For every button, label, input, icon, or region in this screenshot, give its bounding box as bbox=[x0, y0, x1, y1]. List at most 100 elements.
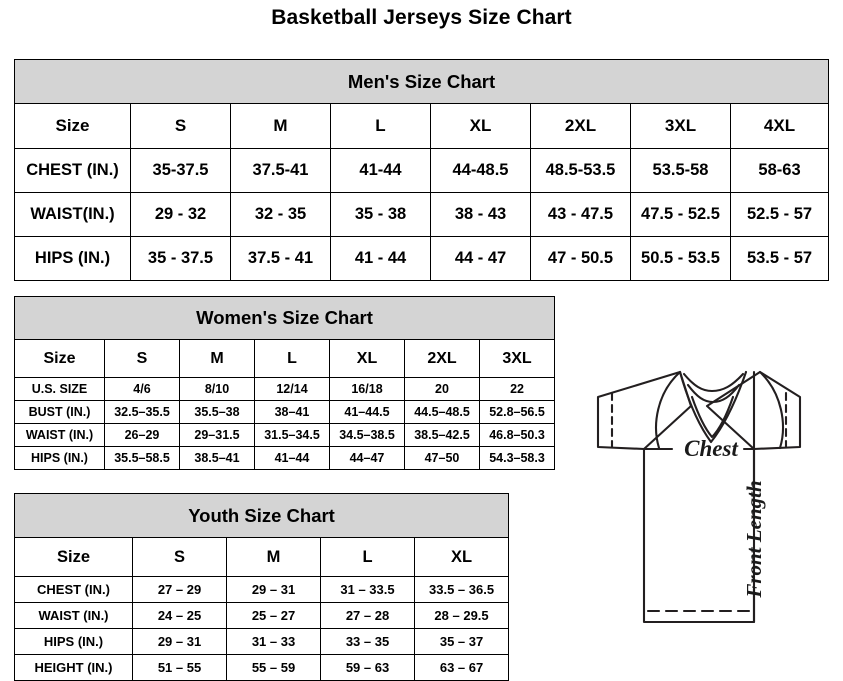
collar-inner-band bbox=[682, 372, 745, 393]
mens-row-label-hips: HIPS (IN.) bbox=[14, 236, 131, 281]
mens-waist-xl: 38 - 43 bbox=[430, 192, 531, 237]
table-row: WAIST(IN.) 29 - 32 32 - 35 35 - 38 38 - … bbox=[14, 192, 830, 237]
womens-hips-2xl: 47–50 bbox=[404, 446, 480, 470]
mens-hips-xl: 44 - 47 bbox=[430, 236, 531, 281]
womens-bust-xl: 41–44.5 bbox=[329, 400, 405, 424]
table-row: HIPS (IN.) 35 - 37.5 37.5 - 41 41 - 44 4… bbox=[14, 236, 830, 281]
youth-height-s: 51 – 55 bbox=[132, 654, 227, 681]
youth-col-header-size: Size bbox=[14, 537, 133, 577]
youth-banner-row: Youth Size Chart bbox=[13, 493, 510, 538]
youth-col-header-m: M bbox=[226, 537, 321, 577]
mens-hips-l: 41 - 44 bbox=[330, 236, 431, 281]
mens-chest-xl: 44-48.5 bbox=[430, 148, 531, 193]
youth-height-m: 55 – 59 bbox=[226, 654, 321, 681]
mens-col-header-s: S bbox=[130, 103, 231, 149]
youth-chart-banner: Youth Size Chart bbox=[13, 493, 510, 538]
womens-hips-xl: 44–47 bbox=[329, 446, 405, 470]
mens-waist-3xl: 47.5 - 52.5 bbox=[630, 192, 731, 237]
mens-chest-4xl: 58-63 bbox=[729, 148, 830, 193]
womens-ussize-m: 8/10 bbox=[179, 377, 255, 401]
mens-chart-banner: Men's Size Chart bbox=[13, 59, 830, 104]
youth-hips-m: 31 – 33 bbox=[226, 628, 321, 655]
youth-col-header-l: L bbox=[320, 537, 415, 577]
mens-banner-row: Men's Size Chart bbox=[13, 59, 830, 104]
right-armhole-curve bbox=[758, 370, 784, 450]
page-title: Basketball Jerseys Size Chart bbox=[271, 6, 572, 29]
womens-banner-row: Women's Size Chart bbox=[13, 296, 556, 340]
mens-header-row: Size S M L XL 2XL 3XL 4XL bbox=[14, 103, 830, 149]
mens-col-header-3xl: 3XL bbox=[630, 103, 731, 149]
youth-size-chart-table: Youth Size Chart Size S M L XL CHEST (IN… bbox=[13, 493, 510, 681]
youth-col-header-xl: XL bbox=[413, 537, 510, 577]
womens-col-header-s: S bbox=[104, 339, 180, 378]
womens-col-header-xl: XL bbox=[329, 339, 405, 378]
table-row: HIPS (IN.) 35.5–58.5 38.5–41 41–44 44–47… bbox=[14, 446, 556, 470]
womens-bust-3xl: 52.8–56.5 bbox=[478, 400, 556, 424]
mens-col-header-m: M bbox=[230, 103, 331, 149]
youth-hips-xl: 35 – 37 bbox=[413, 628, 510, 655]
table-row: CHEST (IN.) 35-37.5 37.5-41 41-44 44-48.… bbox=[14, 148, 830, 193]
mens-waist-2xl: 43 - 47.5 bbox=[530, 192, 631, 237]
mens-chest-l: 41-44 bbox=[330, 148, 431, 193]
mens-waist-m: 32 - 35 bbox=[230, 192, 331, 237]
youth-waist-m: 25 – 27 bbox=[226, 602, 321, 629]
womens-waist-xl: 34.5–38.5 bbox=[329, 423, 405, 447]
collar-outer bbox=[678, 370, 748, 444]
youth-waist-l: 27 – 28 bbox=[320, 602, 415, 629]
front-length-label: Front Length bbox=[742, 480, 766, 598]
mens-row-label-waist: WAIST(IN.) bbox=[14, 192, 131, 237]
collar-inner-v bbox=[690, 395, 735, 439]
table-row: U.S. SIZE 4/6 8/10 12/14 16/18 20 22 bbox=[14, 377, 556, 401]
womens-row-label-us-size: U.S. SIZE bbox=[14, 377, 105, 401]
womens-chart-banner: Women's Size Chart bbox=[13, 296, 556, 340]
mens-col-header-l: L bbox=[330, 103, 431, 149]
youth-chest-xl: 33.5 – 36.5 bbox=[413, 576, 510, 603]
youth-col-header-s: S bbox=[132, 537, 227, 577]
jersey-measurement-diagram: Chest Front Length bbox=[556, 331, 842, 671]
womens-ussize-2xl: 20 bbox=[404, 377, 480, 401]
table-row: WAIST (IN.) 26–29 29–31.5 31.5–34.5 34.5… bbox=[14, 423, 556, 447]
collar-second-band bbox=[686, 383, 741, 404]
womens-ussize-3xl: 22 bbox=[478, 377, 556, 401]
womens-col-header-l: L bbox=[254, 339, 330, 378]
mens-waist-4xl: 52.5 - 57 bbox=[729, 192, 830, 237]
womens-waist-2xl: 38.5–42.5 bbox=[404, 423, 480, 447]
womens-ussize-l: 12/14 bbox=[254, 377, 330, 401]
mens-hips-3xl: 50.5 - 53.5 bbox=[630, 236, 731, 281]
table-row: HEIGHT (IN.) 51 – 55 55 – 59 59 – 63 63 … bbox=[14, 654, 510, 681]
youth-hips-l: 33 – 35 bbox=[320, 628, 415, 655]
youth-chest-m: 29 – 31 bbox=[226, 576, 321, 603]
youth-row-label-height: HEIGHT (IN.) bbox=[14, 654, 133, 681]
mens-hips-s: 35 - 37.5 bbox=[130, 236, 231, 281]
table-row: WAIST (IN.) 24 – 25 25 – 27 27 – 28 28 –… bbox=[14, 602, 510, 629]
jersey-body-outline bbox=[642, 447, 756, 624]
mens-col-header-2xl: 2XL bbox=[530, 103, 631, 149]
table-row: BUST (IN.) 32.5–35.5 35.5–38 38–41 41–44… bbox=[14, 400, 556, 424]
womens-col-header-2xl: 2XL bbox=[404, 339, 480, 378]
mens-hips-4xl: 53.5 - 57 bbox=[729, 236, 830, 281]
mens-hips-2xl: 47 - 50.5 bbox=[530, 236, 631, 281]
mens-chest-2xl: 48.5-53.5 bbox=[530, 148, 631, 193]
youth-waist-s: 24 – 25 bbox=[132, 602, 227, 629]
youth-waist-xl: 28 – 29.5 bbox=[413, 602, 510, 629]
youth-row-label-chest: CHEST (IN.) bbox=[14, 576, 133, 603]
womens-header-row: Size S M L XL 2XL 3XL bbox=[14, 339, 556, 378]
womens-bust-l: 38–41 bbox=[254, 400, 330, 424]
mens-chest-m: 37.5-41 bbox=[230, 148, 331, 193]
womens-waist-3xl: 46.8–50.3 bbox=[478, 423, 556, 447]
youth-chest-l: 31 – 33.5 bbox=[320, 576, 415, 603]
womens-ussize-xl: 16/18 bbox=[329, 377, 405, 401]
mens-chest-3xl: 53.5-58 bbox=[630, 148, 731, 193]
womens-col-header-size: Size bbox=[14, 339, 105, 378]
table-row: HIPS (IN.) 29 – 31 31 – 33 33 – 35 35 – … bbox=[14, 628, 510, 655]
mens-waist-l: 35 - 38 bbox=[330, 192, 431, 237]
womens-col-header-m: M bbox=[179, 339, 255, 378]
womens-hips-l: 41–44 bbox=[254, 446, 330, 470]
youth-row-label-waist: WAIST (IN.) bbox=[14, 602, 133, 629]
mens-col-header-4xl: 4XL bbox=[729, 103, 830, 149]
womens-bust-s: 32.5–35.5 bbox=[104, 400, 180, 424]
mens-row-label-chest: CHEST (IN.) bbox=[14, 148, 131, 193]
mens-hips-m: 37.5 - 41 bbox=[230, 236, 331, 281]
youth-hips-s: 29 – 31 bbox=[132, 628, 227, 655]
womens-ussize-s: 4/6 bbox=[104, 377, 180, 401]
